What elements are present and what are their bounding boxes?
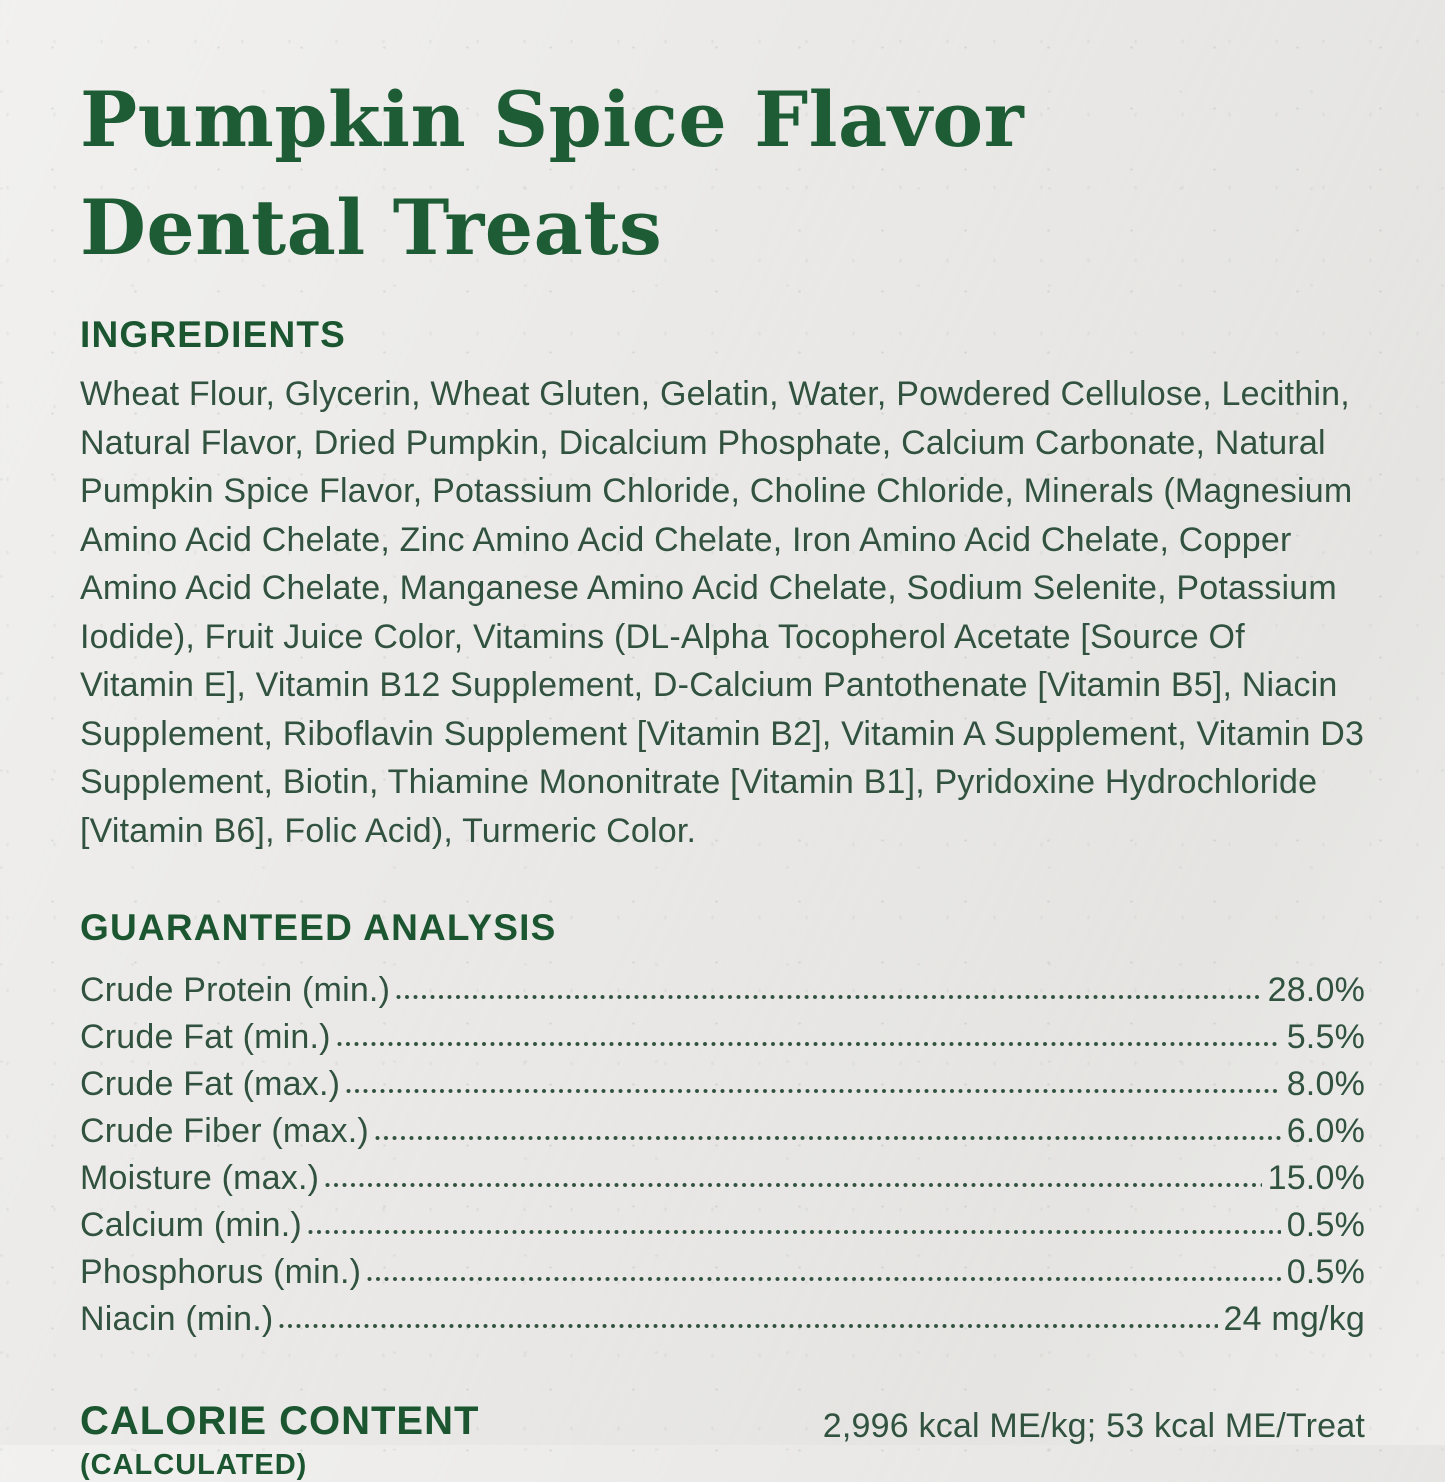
analysis-value: 0.5%	[1286, 1206, 1365, 1244]
analysis-row-crude-protein-min: Crude Protein (min.) 28.0%	[80, 967, 1365, 1014]
dotted-leader	[374, 1136, 1281, 1140]
product-title: Pumpkin Spice Flavor Dental Treats	[80, 66, 1365, 282]
analysis-value: 8.0%	[1286, 1065, 1365, 1103]
calorie-content-heading: CALORIE CONTENT	[80, 1399, 480, 1443]
dotted-leader	[336, 1042, 1281, 1046]
analysis-row-moisture-max: Moisture (max.) 15.0%	[80, 1155, 1365, 1202]
dotted-leader	[325, 1183, 1262, 1187]
analysis-label: Moisture (max.)	[80, 1159, 320, 1197]
product-title-line1: Pumpkin Spice Flavor	[80, 75, 1025, 164]
analysis-row-niacin-min: Niacin (min.) 24 mg/kg	[80, 1296, 1365, 1343]
analysis-label: Crude Fiber (max.)	[80, 1112, 369, 1150]
analysis-row-phosphorus-min: Phosphorus (min.) 0.5%	[80, 1249, 1365, 1296]
calorie-content-value: 2,996 kcal ME/kg; 53 kcal ME/Treat	[822, 1407, 1365, 1445]
analysis-label: Crude Fat (min.)	[80, 1018, 331, 1056]
analysis-value: 5.5%	[1286, 1018, 1365, 1056]
analysis-label: Crude Protein (min.)	[80, 971, 391, 1009]
guaranteed-analysis-heading: GUARANTEED ANALYSIS	[80, 907, 557, 948]
analysis-row-crude-fat-min: Crude Fat (min.) 5.5%	[80, 1014, 1365, 1061]
analysis-row-calcium-min: Calcium (min.) 0.5%	[80, 1202, 1365, 1249]
product-label: Pumpkin Spice Flavor Dental Treats INGRE…	[80, 66, 1365, 1481]
analysis-value: 24 mg/kg	[1223, 1300, 1365, 1338]
analysis-row-crude-fat-max: Crude Fat (max.) 8.0%	[80, 1061, 1365, 1108]
ingredients-text: Wheat Flour, Glycerin, Wheat Gluten, Gel…	[80, 375, 1365, 850]
analysis-value: 0.5%	[1286, 1253, 1365, 1291]
guaranteed-analysis-table: Crude Protein (min.) 28.0% Crude Fat (mi…	[80, 967, 1365, 1343]
analysis-row-crude-fiber-max: Crude Fiber (max.) 6.0%	[80, 1108, 1365, 1155]
dotted-leader	[279, 1324, 1218, 1328]
analysis-label: Phosphorus (min.)	[80, 1253, 362, 1291]
analysis-label: Niacin (min.)	[80, 1300, 274, 1338]
calorie-content-headings: CALORIE CONTENT (CALCULATED)	[80, 1399, 479, 1482]
analysis-value: 15.0%	[1267, 1159, 1365, 1197]
analysis-label: Crude Fat (max.)	[80, 1065, 341, 1103]
analysis-value: 6.0%	[1286, 1112, 1365, 1150]
calorie-content-section: CALORIE CONTENT (CALCULATED) 2,996 kcal …	[80, 1399, 1365, 1482]
dotted-leader	[346, 1089, 1281, 1093]
analysis-value: 28.0%	[1267, 971, 1365, 1009]
product-title-line2: Dental Treats	[80, 183, 663, 272]
ingredients-heading: INGREDIENTS	[80, 314, 347, 355]
dotted-leader	[307, 1230, 1281, 1234]
dotted-leader	[396, 995, 1262, 999]
calorie-content-subheading: (CALCULATED)	[80, 1449, 308, 1481]
dotted-leader	[367, 1277, 1281, 1281]
analysis-label: Calcium (min.)	[80, 1206, 302, 1244]
